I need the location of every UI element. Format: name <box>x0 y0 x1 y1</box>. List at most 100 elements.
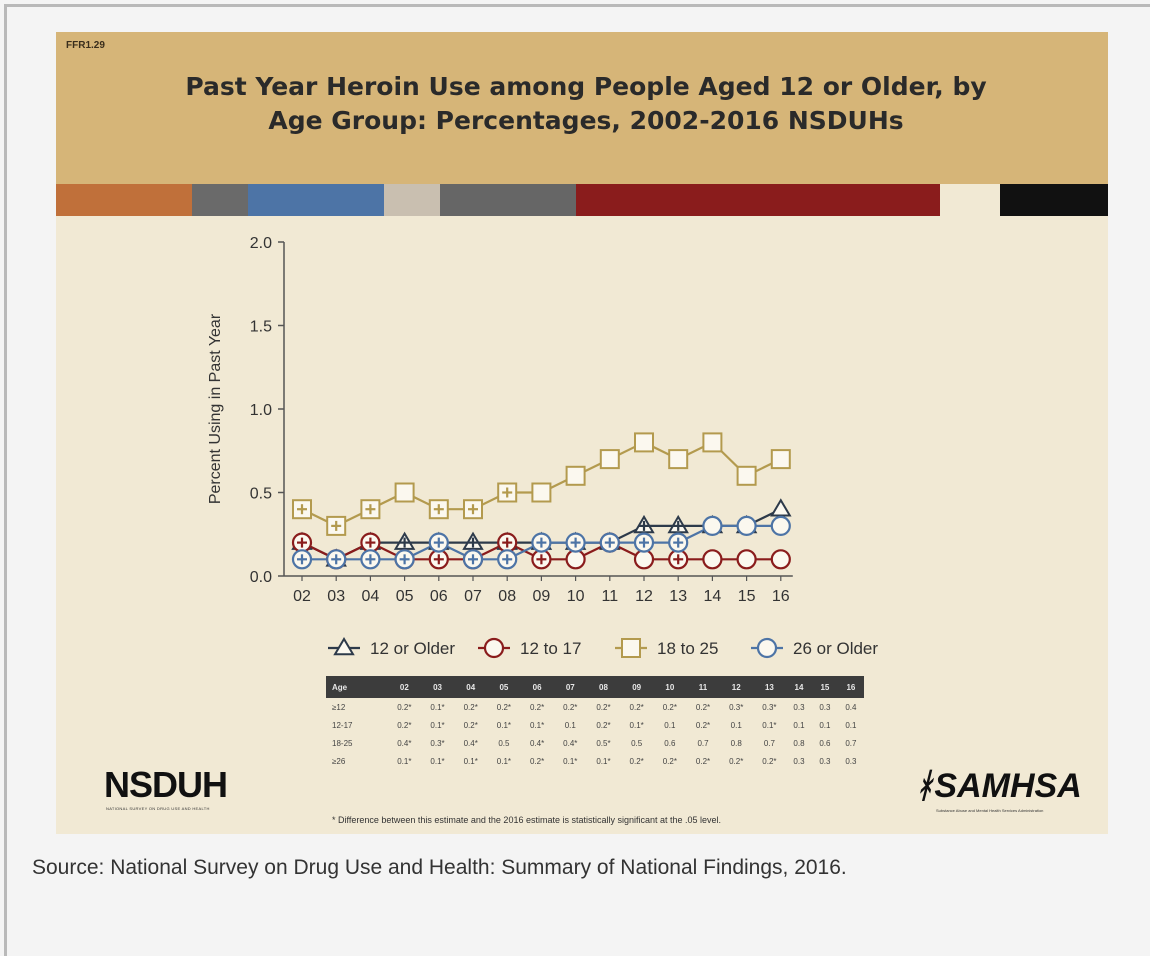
samhsa-logo: ᚼSAMHSA <box>914 767 1082 806</box>
color-bar-segment <box>248 184 384 216</box>
table-cell: 0.7 <box>697 738 709 748</box>
line-chart: 0.0 0.5 1.0 1.5 2.0 02 03 04 05 06 07 08 09 10 11 12 13 1… <box>207 235 878 659</box>
table-header-cell: 16 <box>837 676 864 698</box>
data-point-series-1 <box>565 549 586 570</box>
table-header-cell: 09 <box>620 676 654 698</box>
table-header-cell: Age <box>326 676 388 698</box>
color-bar-segment <box>576 184 940 216</box>
data-point-series-1 <box>770 549 791 570</box>
table-cell: ≥12 <box>332 702 346 712</box>
data-point-series-2 <box>634 432 654 453</box>
table-header-cell: 15 <box>811 676 838 698</box>
table-cell: 0.4* <box>529 738 545 748</box>
y-tick-label: 0.0 <box>250 569 272 586</box>
table-row: 12-17 0.2* 0.1* 0.2* 0.1* 0.1* 0.1 0.2* 0.1* 0.1 0… <box>326 716 864 734</box>
color-bar-segment <box>1000 184 1108 216</box>
table-cell: 0.8 <box>793 738 805 748</box>
table-cell: 0.3 <box>819 702 831 712</box>
table-cell: 0.1 <box>845 720 857 730</box>
table-cell: 0.6 <box>819 738 831 748</box>
table-row: ≥12 0.2* 0.1* 0.2* 0.2* 0.2* 0.2* 0.2* 0.2* 0.2* 0… <box>326 698 864 716</box>
data-point-series-0 <box>770 498 792 517</box>
x-tick-label: 14 <box>704 588 722 605</box>
table-cell: 0.8 <box>730 738 742 748</box>
data-point-series-2 <box>770 449 791 470</box>
table-cell: 0.2* <box>762 756 777 766</box>
y-tick-label: 0.5 <box>250 486 272 503</box>
color-bar-segment <box>440 184 576 216</box>
table-cell: 0.3* <box>430 738 445 748</box>
table-header-cell: 12 <box>719 676 753 698</box>
table-cell: 0.2* <box>397 720 412 730</box>
data-point-series-3 <box>770 515 791 536</box>
content-frame <box>4 4 1150 956</box>
table-cell: 0.3 <box>845 756 857 766</box>
table-cell: 0.2* <box>563 702 578 712</box>
table-header-cell: 10 <box>653 676 687 698</box>
x-tick-label: 10 <box>567 588 585 605</box>
x-tick-label: 03 <box>327 588 345 605</box>
samhsa-logo-text: SAMHSA <box>934 767 1082 805</box>
table-cell: 0.1* <box>430 720 445 730</box>
table-header-cell: 03 <box>420 676 455 698</box>
data-point-series-2 <box>394 482 415 503</box>
color-bar-segment <box>384 184 440 216</box>
nsduh-logo: NSDUH <box>104 764 228 805</box>
table-cell: 0.1* <box>563 756 578 766</box>
table-cell: 0.6 <box>664 738 676 748</box>
title-banner: FFR1.29 Past Year Heroin Use among Peopl… <box>56 32 1108 184</box>
table-cell: 0.1* <box>430 756 445 766</box>
table-cell: 12-17 <box>332 720 353 730</box>
table-cell: 0.3 <box>793 756 805 766</box>
slide-title-line2: Age Group: Percentages, 2002-2016 NSDUHs <box>268 106 904 135</box>
table-cell: 0.1* <box>629 720 644 730</box>
data-point-series-2 <box>668 449 689 470</box>
table-cell: 0.4* <box>397 738 412 748</box>
x-tick-label: 13 <box>669 588 687 605</box>
table-cell: 0.2* <box>695 702 711 712</box>
data-point-series-3 <box>736 515 757 536</box>
data-point-series-2 <box>702 432 723 453</box>
table-header-cell: 07 <box>553 676 587 698</box>
table-header-cell: 02 <box>387 676 421 698</box>
table-cell: 0.2* <box>695 756 711 766</box>
slide-title: Past Year Heroin Use among People Aged 1… <box>96 70 1076 138</box>
data-point-series-1 <box>633 549 655 570</box>
data-point-series-1 <box>702 549 723 570</box>
table-cell: 0.2* <box>695 720 711 730</box>
table-cell: 0.1* <box>762 720 777 730</box>
table-cell: 0.4 <box>845 702 857 712</box>
table-cell: 0.3 <box>793 702 805 712</box>
x-tick-label: 15 <box>738 588 756 605</box>
nsduh-logo-subtitle: NATIONAL SURVEY ON DRUG USE AND HEALTH <box>106 806 210 811</box>
table-cell: 0.3* <box>729 702 744 712</box>
x-tick-label: 07 <box>464 588 482 605</box>
table-row: 18-25 0.4* 0.3* 0.4* 0.5 0.4* 0.4* 0.5* 0.5 0.6 0.… <box>326 734 864 752</box>
table-cell: 0.5 <box>498 738 510 748</box>
table-cell: 0.4* <box>463 738 478 748</box>
table-cell: 0.1* <box>430 702 445 712</box>
legend-label: 12 to 17 <box>520 639 581 658</box>
significance-footnote: * Difference between this estimate and t… <box>332 815 722 825</box>
data-point-series-2 <box>736 465 757 486</box>
table-cell: 0.2* <box>529 702 545 712</box>
y-tick-label: 1.5 <box>250 319 272 336</box>
table-cell: 0.2* <box>596 702 611 712</box>
x-tick-label: 06 <box>430 588 448 605</box>
table-cell: 0.2* <box>496 702 511 712</box>
legend-label: 12 or Older <box>370 639 455 658</box>
table-header-cell: 11 <box>686 676 720 698</box>
x-tick-label: 05 <box>396 588 414 605</box>
x-tick-label: 16 <box>772 588 790 605</box>
table-header-cell: 04 <box>454 676 488 698</box>
x-tick-label: 11 <box>601 588 618 605</box>
data-point-series-2 <box>531 482 552 503</box>
table-cell: 0.1 <box>564 720 576 730</box>
table-row: ≥26 0.1* 0.1* 0.1* 0.1* 0.2* 0.1* 0.1* 0.2* 0.2* 0… <box>326 752 864 770</box>
data-point-series-2 <box>565 465 586 486</box>
x-tick-label: 04 <box>362 588 380 605</box>
table-cell: 0.5* <box>596 738 611 748</box>
table-cell: 0.2* <box>662 702 677 712</box>
table-header-cell: 08 <box>586 676 621 698</box>
x-tick-label: 08 <box>498 588 516 605</box>
